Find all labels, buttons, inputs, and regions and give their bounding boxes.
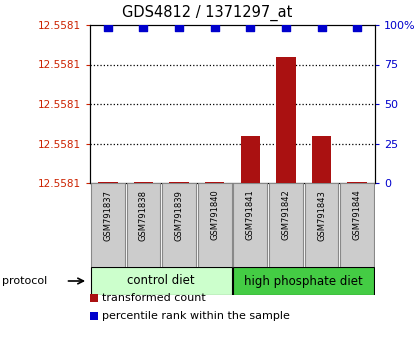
Text: GSM791843: GSM791843: [317, 190, 326, 241]
FancyBboxPatch shape: [127, 183, 160, 267]
Text: GSM791837: GSM791837: [103, 190, 112, 241]
FancyBboxPatch shape: [162, 183, 196, 267]
Bar: [134, 182, 153, 183]
Bar: [312, 136, 331, 183]
Bar: [169, 182, 189, 183]
Bar: [98, 182, 117, 183]
Text: GSM791840: GSM791840: [210, 190, 219, 240]
Text: high phosphate diet: high phosphate diet: [244, 274, 363, 287]
FancyBboxPatch shape: [91, 267, 232, 295]
Point: [354, 24, 361, 29]
Point: [247, 24, 254, 29]
FancyBboxPatch shape: [233, 183, 267, 267]
Point: [105, 24, 111, 29]
FancyBboxPatch shape: [233, 267, 374, 295]
FancyBboxPatch shape: [198, 183, 232, 267]
Text: GDS4812 / 1371297_at: GDS4812 / 1371297_at: [122, 5, 293, 21]
Text: GSM791842: GSM791842: [281, 190, 290, 240]
Bar: [241, 136, 260, 183]
Text: protocol: protocol: [2, 276, 47, 286]
Bar: [276, 57, 296, 183]
FancyBboxPatch shape: [305, 183, 339, 267]
Text: GSM791838: GSM791838: [139, 190, 148, 241]
Text: GSM791844: GSM791844: [353, 190, 362, 240]
Point: [140, 24, 147, 29]
FancyBboxPatch shape: [91, 183, 125, 267]
Text: GSM791839: GSM791839: [175, 190, 183, 241]
Bar: [205, 182, 225, 183]
Text: control diet: control diet: [127, 274, 195, 287]
Text: GSM791841: GSM791841: [246, 190, 255, 240]
Text: transformed count: transformed count: [102, 293, 206, 303]
Point: [318, 24, 325, 29]
Text: percentile rank within the sample: percentile rank within the sample: [102, 311, 290, 321]
FancyBboxPatch shape: [340, 183, 374, 267]
Point: [283, 24, 289, 29]
Point: [176, 24, 182, 29]
Point: [211, 24, 218, 29]
FancyBboxPatch shape: [269, 183, 303, 267]
Bar: [347, 182, 367, 183]
